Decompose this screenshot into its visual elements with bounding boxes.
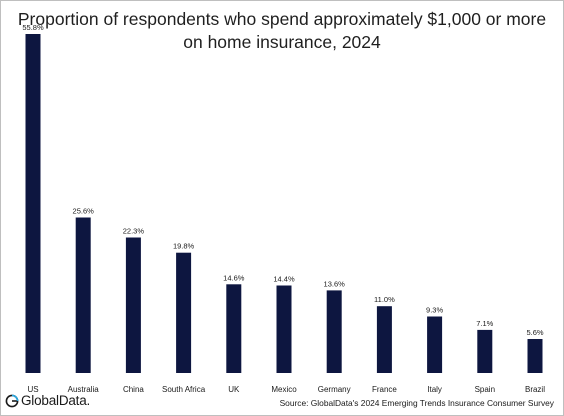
data-label-mexico: 14.4%	[273, 275, 295, 284]
data-label-brazil: 5.6%	[526, 328, 543, 337]
x-tick-label-brazil: Brazil	[525, 385, 545, 394]
data-label-china: 22.3%	[123, 227, 145, 236]
bar-australia	[75, 217, 91, 373]
x-tick-label-germany: Germany	[318, 385, 351, 394]
bar-brazil	[527, 339, 543, 373]
data-label-uk: 14.6%	[223, 273, 245, 282]
bar-italy	[427, 316, 443, 373]
bar-spain	[477, 329, 493, 373]
bar-mexico	[276, 285, 292, 373]
chart-title-line-2: on home insurance, 2024	[183, 32, 381, 52]
bar-france	[376, 306, 392, 373]
x-tick-label-mexico: Mexico	[271, 385, 297, 394]
bar-china	[125, 237, 141, 373]
data-label-australia: 25.6%	[73, 207, 95, 216]
globaldata-logo-icon	[5, 394, 19, 407]
x-tick-label-spain: Spain	[475, 385, 495, 394]
bar-us	[25, 34, 41, 373]
data-label-spain: 7.1%	[476, 319, 493, 328]
x-tick-label-us: US	[27, 385, 38, 394]
bar-germany	[326, 290, 342, 373]
x-tick-label-australia: Australia	[68, 385, 100, 394]
data-label-italy: 9.3%	[426, 306, 443, 315]
chart-title: Proportion of respondents who spend appr…	[1, 8, 563, 54]
x-tick-label-south-africa: South Africa	[162, 385, 206, 394]
x-tick-label-china: China	[123, 385, 144, 394]
data-label-germany: 13.6%	[324, 279, 346, 288]
source-note: Source: GlobalData's 2024 Emerging Trend…	[279, 398, 554, 408]
data-label-us: 55.8%	[22, 23, 44, 32]
chart-title-line-1: Proportion of respondents who spend appr…	[17, 9, 547, 29]
data-label-france: 11.0%	[374, 295, 395, 304]
bar-south-africa	[176, 252, 192, 373]
x-tick-label-uk: UK	[228, 385, 240, 394]
bar-uk	[226, 284, 242, 373]
data-label-south-africa: 19.8%	[173, 242, 195, 251]
logo-text: GlobalData.	[21, 393, 91, 408]
x-tick-label-italy: Italy	[427, 385, 442, 394]
x-tick-label-france: France	[372, 385, 397, 394]
globaldata-logo: GlobalData.	[5, 393, 90, 408]
